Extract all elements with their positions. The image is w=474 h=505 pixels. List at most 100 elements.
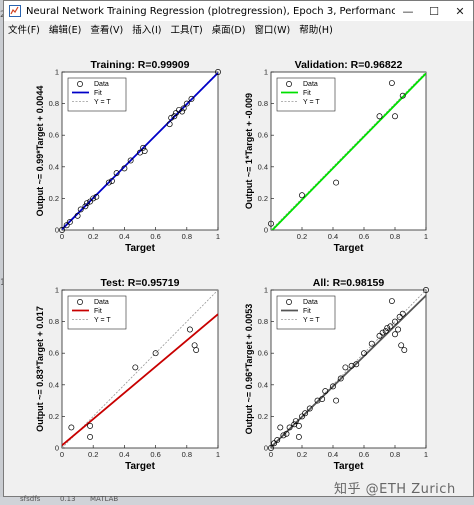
data-point xyxy=(87,198,94,205)
data-point xyxy=(193,347,200,353)
x-tick-label: 0.4 xyxy=(119,232,129,241)
menu-help[interactable]: 帮助(H) xyxy=(299,24,333,36)
y-tick-label: 0.2 xyxy=(49,412,59,421)
x-tick-label: 1 xyxy=(424,232,428,241)
data-point xyxy=(172,110,179,117)
x-tick-label: 0.8 xyxy=(182,450,192,459)
data-point xyxy=(274,437,281,444)
y-tick-label: 0 xyxy=(55,226,59,235)
x-tick-label: 0.2 xyxy=(88,450,98,459)
legend-box xyxy=(67,295,127,330)
data-point xyxy=(342,364,349,371)
data-point xyxy=(59,227,65,233)
y-axis-label: Output ~= 1*Target + -0.009 xyxy=(244,93,254,209)
x-axis-label: Target xyxy=(125,243,155,254)
data-point xyxy=(186,326,193,333)
data-point xyxy=(87,433,94,440)
data-point xyxy=(395,326,402,333)
legend-data-marker xyxy=(286,299,292,305)
y-tick-label: 0.6 xyxy=(49,131,59,140)
legend-label: Data xyxy=(94,299,109,306)
data-point xyxy=(306,405,313,412)
x-tick-label: 0.2 xyxy=(297,450,307,459)
regression-panel: 0 0.2 0.4 0.6 0.8 1 0 0.2 0.4 0.6 0.8 1 Test: R=0.95… xyxy=(35,277,220,472)
minimize-button[interactable]: — xyxy=(402,4,414,18)
y-tick-label: 0.2 xyxy=(258,412,268,421)
data-point xyxy=(319,396,326,402)
data-point xyxy=(392,331,398,338)
menu-insert[interactable]: 插入(I) xyxy=(132,24,162,36)
watermark: 知乎 @ETH Zurich xyxy=(334,482,456,497)
regression-panel: 0 0.2 0.4 0.6 0.8 1 0 0.2 0.4 0.6 0.8 1 Training: R=… xyxy=(35,59,221,254)
panel-title: All: R=0.98159 xyxy=(313,277,385,289)
y-tick-label: 0.6 xyxy=(258,349,268,358)
menu-tools[interactable]: 工具(T) xyxy=(170,24,203,36)
data-point xyxy=(388,80,395,87)
data-point xyxy=(171,113,178,120)
data-point xyxy=(398,342,405,349)
x-tick-label: 0.2 xyxy=(297,232,307,241)
menu-desktop[interactable]: 桌面(D) xyxy=(211,24,246,36)
data-point xyxy=(292,418,299,425)
panel-title: Test: R=0.95719 xyxy=(101,277,180,289)
data-point xyxy=(368,340,375,347)
data-point xyxy=(271,440,278,447)
menu-view[interactable]: 查看(V) xyxy=(90,24,124,36)
window-title: Neural Network Training Regression (plot… xyxy=(26,5,395,17)
menu-file[interactable]: 文件(F) xyxy=(8,24,40,36)
data-point xyxy=(388,298,395,305)
x-tick-label: 0.6 xyxy=(150,232,160,241)
y-tick-label: 0.4 xyxy=(258,162,268,171)
data-point xyxy=(152,350,159,357)
x-tick-label: 0.4 xyxy=(328,232,338,241)
data-point xyxy=(215,69,221,75)
regression-plots[interactable]: 0 0.2 0.4 0.6 0.8 1 0 0.2 0.4 0.6 0.8 1 Training: R=… xyxy=(8,46,463,491)
menu-edit[interactable]: 编辑(E) xyxy=(48,24,82,36)
y-tick-label: 1 xyxy=(264,286,268,295)
y-tick-label: 1 xyxy=(264,68,268,77)
x-tick-label: 0 xyxy=(60,232,64,241)
x-tick-label: 0.8 xyxy=(390,450,400,459)
data-point xyxy=(277,424,284,431)
data-point xyxy=(68,424,75,431)
data-point xyxy=(268,220,274,227)
legend-label: Y = T xyxy=(303,317,320,324)
data-point xyxy=(84,200,90,207)
legend-data-marker xyxy=(77,81,83,87)
x-tick-label: 1 xyxy=(424,450,428,459)
plot-area: 0 0.2 0.4 0.6 0.8 1 0 0.2 0.4 0.6 0.8 1 Training: R=… xyxy=(8,46,463,491)
close-button[interactable]: ✕ xyxy=(455,4,465,18)
data-point xyxy=(299,192,305,199)
y-tick-label: 0.8 xyxy=(258,317,268,326)
menu-window[interactable]: 窗口(W) xyxy=(254,24,291,36)
data-point xyxy=(166,121,173,128)
data-point xyxy=(387,323,394,330)
y-tick-label: 0.4 xyxy=(49,380,59,389)
data-point xyxy=(268,445,274,451)
data-point xyxy=(379,329,386,336)
x-tick-label: 0.8 xyxy=(182,232,192,241)
y-tick-label: 0.8 xyxy=(49,317,59,326)
data-point xyxy=(299,413,305,420)
data-point xyxy=(295,433,302,440)
maximize-button[interactable]: ☐ xyxy=(429,4,439,18)
x-tick-label: 0.6 xyxy=(359,450,369,459)
legend-label: Y = T xyxy=(94,317,111,324)
fit-line xyxy=(271,72,426,230)
data-point xyxy=(132,364,139,371)
bottom-label: sfsdfs xyxy=(20,495,41,503)
data-point xyxy=(105,179,112,186)
data-point xyxy=(141,148,148,154)
legend-label: Data xyxy=(303,81,318,88)
data-point xyxy=(382,328,389,335)
y-tick-label: 0.6 xyxy=(49,349,59,358)
panel-title: Validation: R=0.96822 xyxy=(295,59,403,71)
data-point xyxy=(399,310,406,317)
data-point xyxy=(423,287,429,293)
data-point xyxy=(337,375,344,382)
identity-line xyxy=(271,72,426,230)
data-point xyxy=(376,332,383,339)
data-point xyxy=(333,397,340,404)
title-bar[interactable]: Neural Network Training Regression (plot… xyxy=(4,1,473,21)
taskbar-strip: sfsdfs 0.13 MATLAB xyxy=(0,495,474,505)
